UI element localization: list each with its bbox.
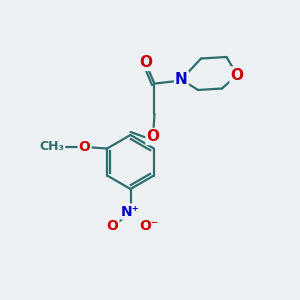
Text: CH₃: CH₃ [40,140,64,154]
Text: O: O [79,140,91,154]
Text: O: O [230,68,244,82]
Text: O: O [139,55,152,70]
Text: N: N [175,72,188,87]
Text: O: O [106,220,119,233]
Text: O: O [146,129,160,144]
Text: N⁺: N⁺ [121,205,140,218]
Text: O⁻: O⁻ [139,220,158,233]
